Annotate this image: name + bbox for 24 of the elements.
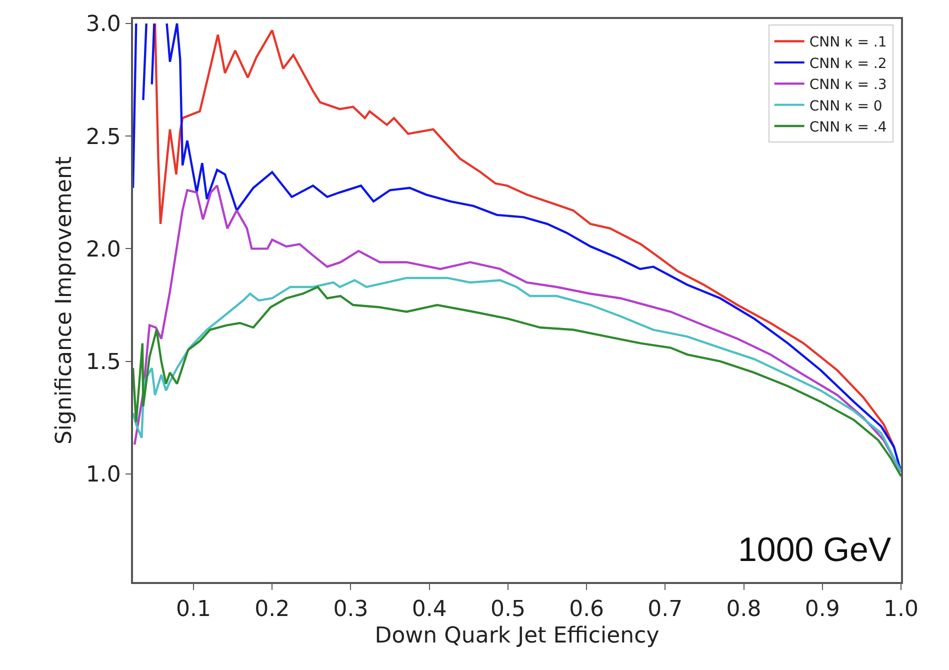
y-tick-label: 3.0 — [86, 12, 121, 38]
x-tick-label: 0.5 — [490, 597, 526, 622]
line-series — [133, 184, 901, 473]
x-tick-label: 0.9 — [804, 597, 840, 622]
x-tick-label: 0.1 — [176, 597, 212, 622]
y-axis-title: Significance Improvement — [52, 156, 78, 445]
y-tick-label: 2.5 — [86, 124, 121, 150]
x-tick-label: 1.0 — [884, 597, 918, 622]
y-tick-label: 1.0 — [86, 462, 121, 488]
x-tick-label: 0.4 — [412, 597, 447, 622]
x-tick-label: 0.6 — [569, 597, 604, 622]
x-tick-label: 0.2 — [254, 597, 290, 622]
legend-label: CNN κ = .3 — [809, 77, 887, 94]
legend-label: CNN κ = .2 — [809, 56, 887, 72]
x-tick-label: 0.7 — [648, 597, 683, 622]
annotation: 1000 GeV — [738, 531, 892, 569]
legend-label: CNN κ = .1 — [809, 34, 887, 51]
x-axis-title: Down Quark Jet Efficiency — [374, 624, 660, 649]
legend-label: CNN κ = .4 — [809, 119, 887, 136]
y-tick-label: 2.0 — [86, 237, 121, 262]
x-tick-label: 0.8 — [726, 597, 762, 622]
legend-label: CNN κ = 0 — [809, 98, 882, 114]
x-tick-label: 0.3 — [333, 597, 368, 622]
y-tick-label: 1.5 — [86, 350, 121, 375]
